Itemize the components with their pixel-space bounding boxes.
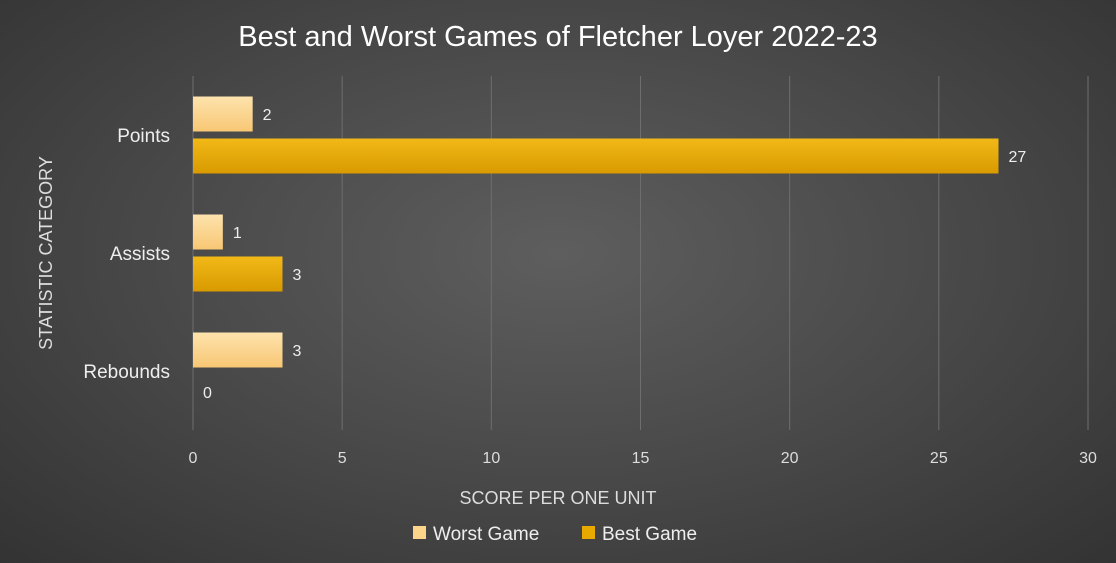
x-tick-label: 5 <box>338 450 347 467</box>
gridlines <box>192 76 1089 430</box>
bar-worst-game <box>193 214 223 250</box>
x-tick-label: 0 <box>189 450 198 467</box>
category-label: Assists <box>110 244 170 265</box>
bars <box>193 96 999 368</box>
x-axis-title: SCORE PER ONE UNIT <box>459 488 656 508</box>
x-tick-label: 20 <box>781 450 799 467</box>
bar-best-game <box>193 138 999 174</box>
legend: Worst Game Best Game <box>413 524 697 545</box>
data-label: 2 <box>263 107 272 124</box>
legend-swatch-best-game <box>582 526 595 539</box>
x-tick-label: 10 <box>482 450 500 467</box>
data-labels: 2 27 1 3 3 0 <box>203 107 1026 402</box>
category-label: Rebounds <box>83 362 170 383</box>
legend-label: Best Game <box>602 524 697 545</box>
category-labels: Points Assists Rebounds <box>83 126 170 383</box>
chart-title: Best and Worst Games of Fletcher Loyer 2… <box>238 21 877 53</box>
bar-worst-game <box>193 332 283 368</box>
x-tick-label: 25 <box>930 450 948 467</box>
y-axis-title: STATISTIC CATEGORY <box>36 156 56 350</box>
data-label: 0 <box>203 385 212 402</box>
bar-best-game <box>193 256 283 292</box>
legend-label: Worst Game <box>433 524 539 545</box>
data-label: 3 <box>293 267 302 284</box>
x-tick-labels: 0 5 10 15 20 25 30 <box>189 450 1097 467</box>
data-label: 3 <box>293 343 302 360</box>
x-tick-label: 30 <box>1079 450 1097 467</box>
bar-worst-game <box>193 96 253 132</box>
data-label: 27 <box>1009 149 1027 166</box>
x-tick-label: 15 <box>632 450 650 467</box>
legend-swatch-worst-game <box>413 526 426 539</box>
data-label: 1 <box>233 225 242 242</box>
category-label: Points <box>117 126 170 147</box>
